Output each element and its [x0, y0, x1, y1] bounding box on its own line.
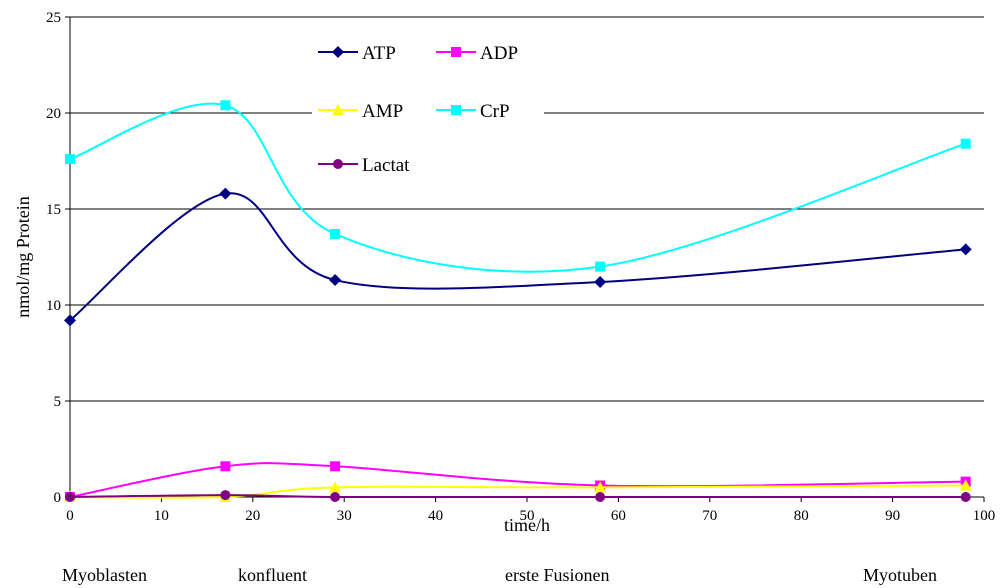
- phase-label: konfluent: [238, 565, 307, 585]
- data-point-adp: [330, 461, 341, 472]
- x-tick-label: 60: [611, 508, 626, 524]
- series-line-lactat: [69, 494, 966, 499]
- legend-marker: [451, 47, 461, 57]
- legend-label: Lactat: [362, 155, 410, 176]
- data-point-crp: [65, 154, 75, 165]
- legend-item-amp: AMP: [318, 101, 403, 122]
- legend-item-atp: ATP: [318, 43, 396, 64]
- x-tick-label: 40: [428, 508, 443, 524]
- y-tick-label: 25: [46, 10, 61, 26]
- data-point-crp: [330, 228, 341, 239]
- data-point-crp: [220, 100, 231, 111]
- y-tick-label: 10: [46, 298, 61, 314]
- data-point-atp: [64, 314, 76, 327]
- data-point-crp: [595, 261, 606, 272]
- data-point-lactat: [960, 492, 971, 502]
- x-tick-label: 90: [885, 508, 900, 524]
- data-point-lactat: [65, 492, 75, 502]
- data-point-amp: [329, 481, 342, 493]
- legend-label: ATP: [362, 43, 396, 64]
- phase-label: Myotuben: [863, 565, 937, 585]
- legend-marker: [451, 105, 461, 115]
- legend-label: AMP: [362, 101, 403, 122]
- legend-label: ADP: [480, 43, 518, 64]
- y-axis-title: nmol/mg Protein: [13, 196, 33, 318]
- series-line-atp: [69, 192, 966, 322]
- data-point-atp: [219, 187, 232, 200]
- series-atp: [64, 187, 972, 327]
- series-line-crp: [69, 102, 967, 273]
- phase-labels: Myoblasten konfluent erste Fusionen Myotube…: [62, 565, 937, 585]
- data-point-lactat: [220, 490, 231, 501]
- y-tick-label: 0: [54, 490, 62, 506]
- x-tick-label: 10: [154, 508, 169, 524]
- legend-label: CrP: [480, 101, 510, 122]
- series-line-adp: [69, 462, 966, 498]
- legend-box: [312, 28, 544, 198]
- x-tick-label: 30: [337, 508, 352, 524]
- phase-label: Myoblasten: [62, 565, 147, 585]
- legend-marker: [333, 159, 343, 169]
- data-point-amp: [959, 479, 972, 491]
- legend-item-lactat: Lactat: [318, 155, 410, 176]
- series-group: [64, 100, 972, 502]
- grid-lines: [70, 16, 984, 402]
- x-tick-label: 50: [520, 508, 535, 524]
- x-tick-label: 20: [245, 508, 260, 524]
- y-tick-label: 15: [46, 202, 61, 218]
- series-crp: [65, 100, 971, 273]
- x-tick-label: 80: [794, 508, 809, 524]
- data-point-lactat: [595, 492, 606, 502]
- series-amp: [64, 479, 972, 502]
- data-point-adp: [220, 461, 231, 472]
- x-axis-title: time/h: [504, 515, 550, 535]
- data-point-amp: [594, 481, 607, 493]
- data-point-atp: [959, 243, 972, 256]
- x-tick-label: 70: [702, 508, 717, 524]
- phase-label: erste Fusionen: [505, 565, 609, 585]
- legend-item-adp: ADP: [436, 43, 518, 64]
- x-tick-label: 0: [66, 508, 74, 524]
- data-point-atp: [594, 275, 607, 288]
- data-point-atp: [329, 274, 342, 287]
- series-line-amp: [69, 484, 966, 499]
- data-point-lactat: [330, 492, 341, 502]
- legend: ATP ADP AMP CrP Lactat: [312, 28, 544, 198]
- series-lactat: [65, 490, 971, 502]
- y-tick-label: 20: [46, 106, 61, 122]
- x-tick-label: 100: [973, 508, 996, 524]
- y-tick-label: 5: [54, 394, 62, 410]
- legend-item-crp: CrP: [436, 101, 510, 122]
- data-point-crp: [960, 138, 971, 149]
- legend-marker: [332, 104, 344, 115]
- legend-marker: [332, 46, 344, 58]
